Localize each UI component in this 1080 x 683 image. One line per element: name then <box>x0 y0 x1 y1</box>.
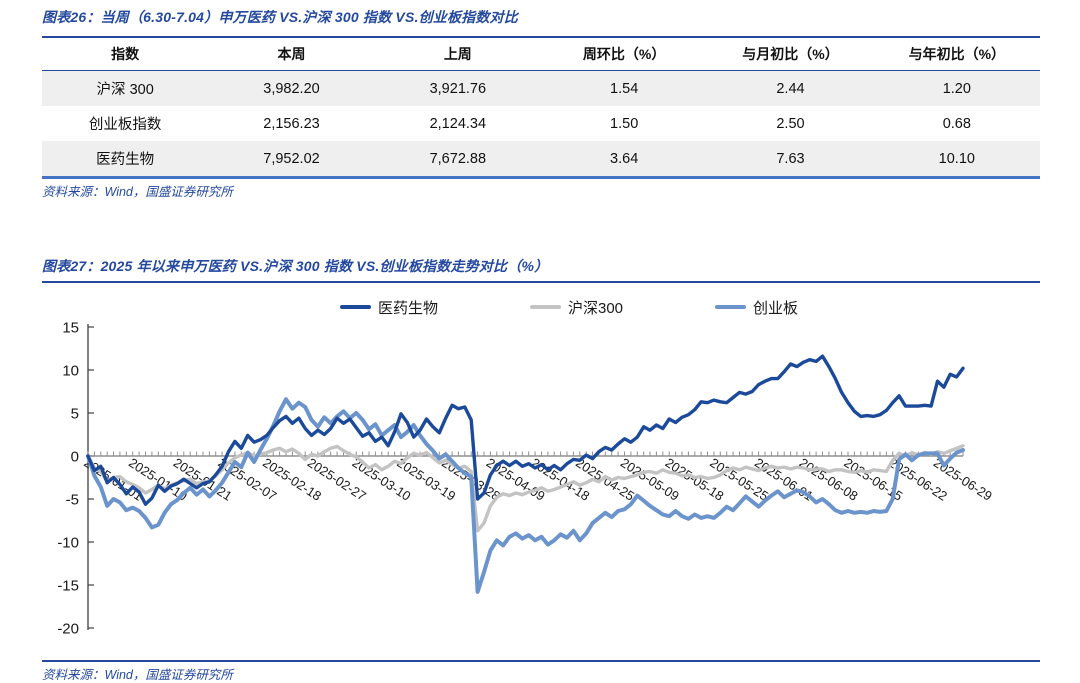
table-header-cell: 上周 <box>443 46 472 62</box>
figure26-block: 图表26：当周（6.30-7.04）申万医药 VS.沪深 300 指数 VS.创… <box>42 8 1040 200</box>
chart-divider <box>42 660 1040 662</box>
table-cell: 创业板指数 <box>88 117 162 133</box>
table-cell: 3.64 <box>610 150 639 167</box>
legend-line-marker <box>339 304 371 310</box>
figure27-source: 资料来源：Wind，国盛证券研究所 <box>42 668 233 682</box>
series-line-医药生物 <box>86 354 965 506</box>
legend-item: 沪深300 <box>529 297 624 318</box>
table-cell: 7,672.88 <box>429 150 487 167</box>
table-cell: 1.54 <box>610 80 639 97</box>
table-header-cell: 本周 <box>277 46 306 62</box>
table-cell: 3,921.76 <box>429 80 487 97</box>
table-cell: 2.44 <box>776 80 805 97</box>
legend-item: 创业板 <box>715 297 798 318</box>
table-row: 医药生物 7,952.02 7,672.88 3.64 7.63 10.10 <box>42 141 1040 178</box>
figure26-title: 图表26：当周（6.30-7.04）申万医药 VS.沪深 300 指数 VS.创… <box>42 9 518 25</box>
series-line-沪深300 <box>86 443 965 533</box>
table-header-cell: 与年初比（%） <box>908 46 1006 62</box>
figure27-title: 图表27：2025 年以来申万医药 VS.沪深 300 指数 VS.创业板指数走… <box>42 258 549 274</box>
table-cell: 沪深 300 <box>96 82 154 98</box>
table-cell: 1.20 <box>942 80 971 97</box>
table-cell: 1.50 <box>610 115 639 132</box>
table-cell: 7,952.02 <box>263 150 320 167</box>
y-tick-label: 0 <box>71 449 79 466</box>
table-cell: 10.10 <box>938 150 975 167</box>
legend-item: 医药生物 <box>339 297 438 318</box>
table-cell: 2,124.34 <box>429 115 487 132</box>
table-cell: 医药生物 <box>96 152 155 168</box>
table-row: 创业板指数 2,156.23 2,124.34 1.50 2.50 0.68 <box>42 106 1040 141</box>
table-row: 沪深 300 3,982.20 3,921.76 1.54 2.44 1.20 <box>42 70 1040 106</box>
y-tick-label: -5 <box>66 492 79 509</box>
table-cell: 2,156.23 <box>263 115 320 132</box>
index-comparison-table: 指数 本周 上周 周环比（%） 与月初比（%） 与年初比（%） 沪深 300 3,982.2… <box>42 36 1040 179</box>
legend-line-marker <box>529 304 561 310</box>
y-tick-label: -20 <box>57 621 79 638</box>
y-tick-label: -15 <box>57 578 79 595</box>
figure27-block: 图表27：2025 年以来申万医药 VS.沪深 300 指数 VS.创业板指数走… <box>42 257 1040 683</box>
table-cell: 3,982.20 <box>263 80 320 97</box>
y-tick-label: 5 <box>71 406 79 423</box>
y-tick-label: 10 <box>62 363 79 380</box>
legend-label: 创业板 <box>753 299 799 317</box>
table-cell: 0.68 <box>942 115 971 132</box>
table-header-cell: 与月初比（%） <box>742 46 839 62</box>
table-cell: 7.63 <box>776 150 805 167</box>
table-header-cell: 周环比（%） <box>582 46 666 62</box>
chart-legend: 医药生物 沪深300 创业板 <box>70 296 1068 318</box>
figure26-source: 资料来源：Wind，国盛证券研究所 <box>42 185 233 199</box>
table-header-cell: 指数 <box>111 46 140 62</box>
trend-line-chart: 151050-5-10-15-202025-01-012025-01-10202… <box>57 320 994 638</box>
table-body: 沪深 300 3,982.20 3,921.76 1.54 2.44 1.20 创业板指数 2… <box>42 70 1040 178</box>
legend-label: 沪深300 <box>567 299 624 317</box>
table-cell: 2.50 <box>776 115 805 132</box>
legend-line-marker <box>715 304 747 310</box>
legend-label: 医药生物 <box>377 299 438 317</box>
title-divider <box>42 281 1040 283</box>
y-tick-label: 15 <box>62 320 79 337</box>
y-tick-label: -10 <box>57 535 79 552</box>
table-header-row: 指数 本周 上周 周环比（%） 与月初比（%） 与年初比（%） <box>42 37 1040 71</box>
series-line-创业板 <box>86 397 965 594</box>
